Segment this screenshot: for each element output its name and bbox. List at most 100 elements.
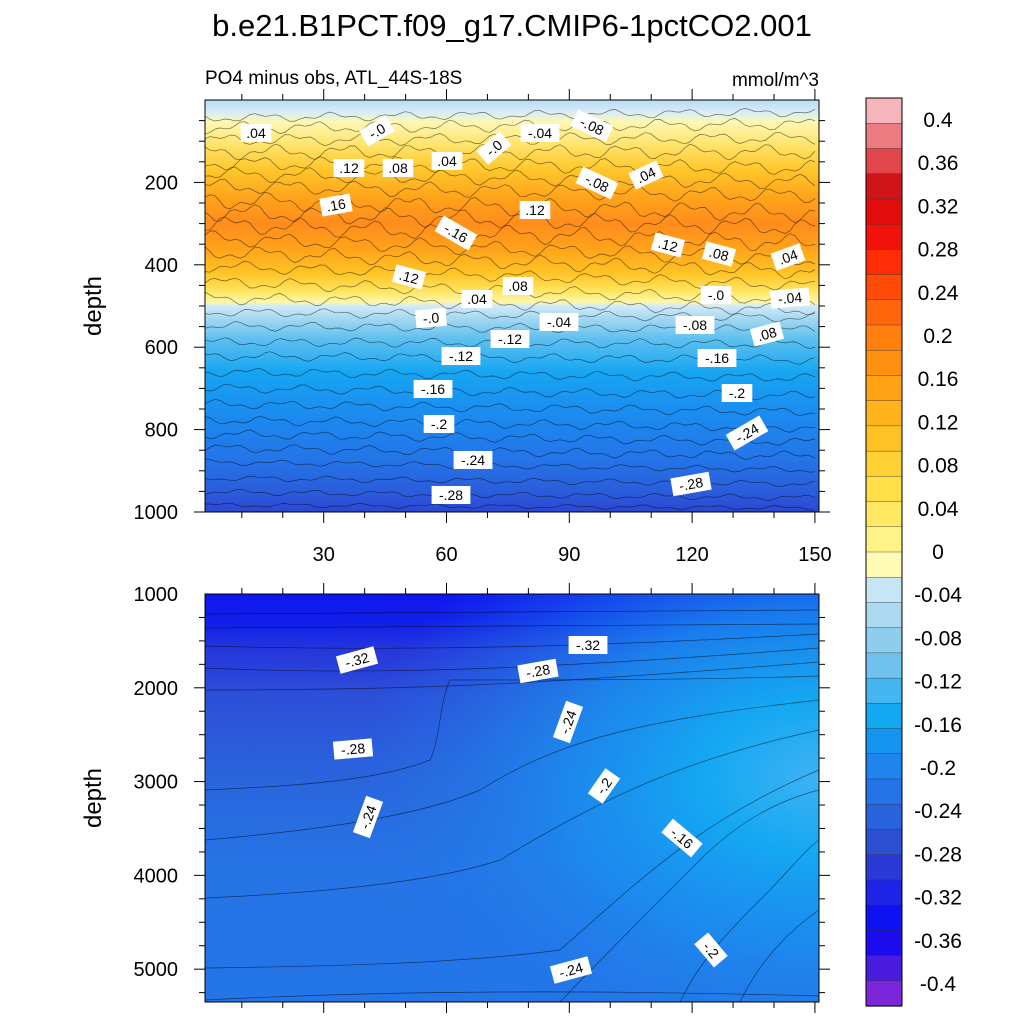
colorbar-box (865, 930, 903, 957)
contour-line (205, 991, 819, 1001)
y-tick-label: 5000 (134, 959, 179, 981)
contour-label-bg (700, 286, 732, 304)
contour-label: .08 (701, 241, 737, 267)
colorbar-box (865, 854, 903, 881)
contour-label-bg (413, 380, 453, 398)
lower-contour-labels: -.32-.32-.28-.28-.24-.24-.2-.16-.24-.2 (332, 636, 728, 984)
contour-line (205, 444, 816, 460)
contour-label-text: -.2 (729, 385, 746, 401)
contour-label: .04 (461, 290, 493, 308)
colorbar-tick-label: -0.04 (914, 584, 962, 607)
contour-label-bg (359, 115, 395, 147)
contour-label-bg (333, 159, 365, 177)
colorbar-tick-label: -0.36 (914, 930, 962, 953)
contour-label: -.28 (332, 738, 374, 760)
colorbar-frame (865, 97, 903, 1007)
contour-line (205, 143, 816, 161)
lower-frame (204, 593, 820, 1003)
colorbar-box (865, 148, 903, 175)
contour-label-bg (441, 347, 481, 365)
colorbar-box (865, 350, 903, 377)
contour-label-text: .04 (437, 153, 457, 169)
colorbar-tick-label: 0.12 (918, 411, 959, 434)
colorbar-box (865, 274, 903, 301)
contour-label-bg (650, 232, 686, 258)
contour-label-bg (240, 124, 272, 142)
contour-line (205, 156, 816, 175)
units-label: mmol/m^3 (732, 70, 819, 91)
contour-label: -.24 (552, 700, 584, 744)
colorbar-box (865, 778, 903, 805)
contour-label-bg (539, 313, 579, 331)
contour-label-text: -.2 (431, 416, 448, 432)
contour-line (205, 166, 816, 190)
colorbar-tick-label: -0.24 (914, 800, 962, 823)
colorbar-tick-label: -0.2 (920, 757, 956, 780)
colorbar-tick-label: -0.12 (914, 671, 962, 694)
contour-label-text: -.12 (449, 348, 473, 364)
contour-label-text: .16 (325, 195, 347, 214)
contour-label: .08 (502, 277, 534, 295)
contour-label-text: -.24 (461, 452, 485, 468)
contour-label-bg (431, 486, 471, 504)
contour-label: -.24 (352, 795, 384, 839)
y-tick-label: 3000 (134, 772, 179, 794)
contour-label: -.0 (476, 131, 512, 165)
colorbar-box (865, 879, 903, 906)
contour-label-bg (332, 738, 374, 760)
contour-label: -.2 (587, 768, 621, 804)
contour-label: -.12 (490, 330, 530, 348)
upper-panel: .04 -.0 -.04 -.08.12.08.04-.0-.08.04.16.12-… (80, 89, 832, 566)
colorbar-box (865, 400, 903, 427)
contour-label-bg (490, 330, 530, 348)
contour-line (205, 675, 819, 791)
contour-label-bg (568, 636, 608, 654)
contour-line (205, 633, 819, 649)
contour-label-text: .04 (467, 291, 487, 307)
contour-label-text: .08 (508, 278, 528, 294)
lower-y-axis-label: depth (80, 768, 107, 828)
y-tick-label: 400 (145, 255, 178, 277)
contour-label: -.12 (441, 347, 481, 365)
contour-label: -.28 (517, 658, 559, 684)
contour-label-text: .08 (708, 244, 731, 265)
upper-contour-labels: .04 -.0 -.04 -.08.12.08.04-.0-.08.04.16.12-… (240, 109, 811, 504)
contour-label-bg (520, 124, 560, 142)
contour-label-text: .04 (634, 164, 659, 187)
contour-label-text: -.32 (576, 637, 600, 653)
lower-contour-lines (205, 609, 819, 1002)
colorbar-tick-label: 0.28 (918, 239, 959, 262)
contour-label-bg (476, 131, 512, 165)
contour-label-bg (519, 201, 551, 219)
contour-label-bg (414, 307, 448, 329)
contour-label-text: -.0 (422, 309, 440, 326)
contour-label-text: -.32 (343, 649, 371, 671)
contour-label-text: -.04 (547, 314, 571, 330)
contour-label-bg (319, 193, 353, 217)
contour-label-bg (570, 109, 614, 143)
contour-label-bg (628, 160, 664, 190)
contour-label-text: .12 (398, 267, 421, 288)
contour-label-text: -.04 (777, 289, 803, 307)
contour-label-bg (549, 956, 593, 984)
colorbar-tick-label: -0.4 (920, 973, 957, 996)
contour-label-bg (661, 818, 703, 858)
contour-label-bg (423, 415, 455, 433)
contour-label-text: -.16 (421, 381, 445, 397)
colorbar-tick-label: 0.16 (918, 368, 959, 391)
contour-label-text: -.2 (593, 775, 616, 798)
colorbar-box (865, 980, 903, 1007)
chart-title: b.e21.B1PCT.f09_g17.CMIP6-1pctCO2.001 (212, 8, 812, 43)
colorbar-box (865, 425, 903, 452)
contour-line (205, 488, 816, 501)
contour-label-bg (701, 241, 737, 267)
colorbar-tick-label: 0 (932, 541, 944, 564)
contour-label-text: .04 (776, 246, 800, 268)
contour-label-bg (770, 243, 806, 271)
contour-label-bg (675, 316, 715, 334)
colorbar-tick-label: 0.04 (918, 498, 959, 521)
contour-line (205, 399, 816, 417)
colorbar-box (865, 551, 903, 578)
upper-field (205, 100, 819, 512)
